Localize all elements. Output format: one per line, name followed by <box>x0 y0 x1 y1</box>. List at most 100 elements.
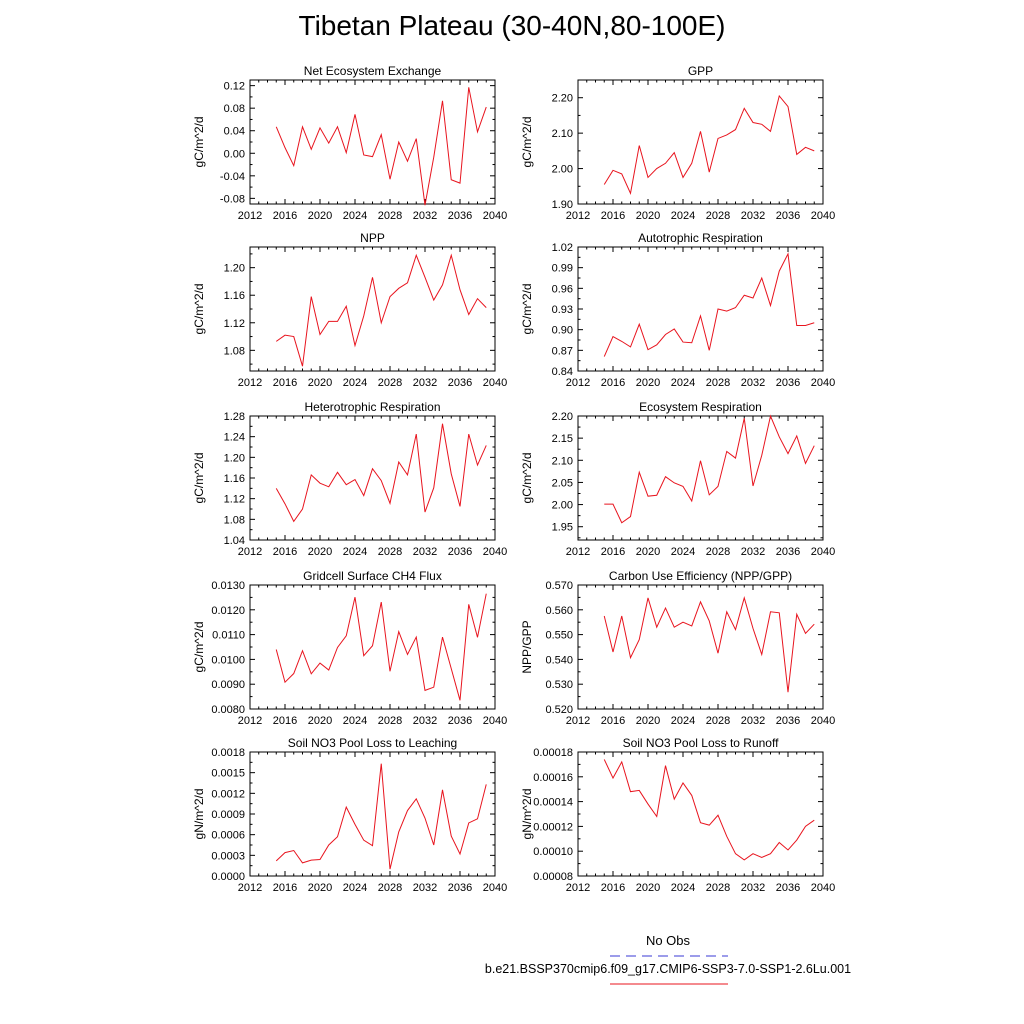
y-tick-label: 2.10 <box>552 455 573 467</box>
panel-title: NPP <box>360 231 385 245</box>
series-line <box>603 596 815 693</box>
x-tick-label: 2020 <box>636 377 660 389</box>
y-tick-label: -0.08 <box>220 193 245 205</box>
x-tick-label: 2012 <box>566 377 590 389</box>
y-tick-label: 0.00010 <box>533 846 573 858</box>
y-tick-label: 1.20 <box>224 452 245 464</box>
x-tick-label: 2028 <box>706 715 730 727</box>
x-tick-label: 2036 <box>776 546 800 558</box>
y-tick-label: 1.28 <box>224 411 245 423</box>
x-tick-label: 2024 <box>343 546 367 558</box>
y-tick-label: 0.540 <box>545 654 573 666</box>
y-tick-label: 0.0015 <box>211 768 245 780</box>
x-tick-label: 2024 <box>343 715 367 727</box>
y-tick-label: 0.87 <box>552 345 573 357</box>
x-tick-label: 2032 <box>413 377 437 389</box>
y-tick-label: 2.05 <box>552 477 573 489</box>
x-tick-label: 2040 <box>811 882 835 894</box>
series-line <box>603 252 815 357</box>
y-tick-label: 0.0009 <box>211 809 245 821</box>
x-tick-label: 2032 <box>741 377 765 389</box>
y-tick-label: 1.95 <box>552 522 573 534</box>
panel-title: Gridcell Surface CH4 Flux <box>303 569 442 583</box>
panel-title: Net Ecosystem Exchange <box>304 64 442 78</box>
plot-frame <box>249 751 496 877</box>
y-tick-label: 2.00 <box>552 164 573 176</box>
y-tick-label: 0.0006 <box>211 830 245 842</box>
x-tick-label: 2028 <box>378 546 402 558</box>
x-tick-label: 2032 <box>741 882 765 894</box>
x-tick-label: 2036 <box>776 882 800 894</box>
x-tick-label: 2016 <box>601 210 625 222</box>
x-tick-label: 2036 <box>448 377 472 389</box>
series-line <box>603 94 815 196</box>
plot-frame <box>577 246 824 372</box>
panel-title: Soil NO3 Pool Loss to Runoff <box>623 736 780 750</box>
y-tick-label: 0.550 <box>545 630 573 642</box>
x-tick-label: 2028 <box>706 377 730 389</box>
x-tick-label: 2040 <box>483 210 507 222</box>
y-tick-label: 0.93 <box>552 304 573 316</box>
y-tick-label: 1.04 <box>224 535 245 547</box>
y-tick-label: 0.00016 <box>533 772 573 784</box>
y-axis-label: gN/m^2/d <box>192 789 206 840</box>
y-tick-label: 0.00018 <box>533 747 573 759</box>
y-tick-label: 1.20 <box>224 263 245 275</box>
y-tick-label: 1.08 <box>224 345 245 357</box>
panel-6: Ecosystem Respiration gC/m^2/d 2012 2016 202… <box>520 400 835 558</box>
y-axis-label: NPP/GPP <box>520 620 534 673</box>
y-tick-label: 0.0080 <box>211 704 245 716</box>
plot-frame <box>577 415 824 541</box>
plot-frame <box>577 751 824 877</box>
y-tick-label: 0.530 <box>545 679 573 691</box>
series-line <box>275 87 487 206</box>
x-tick-label: 2016 <box>273 546 297 558</box>
y-axis-label: gC/m^2/d <box>192 284 206 335</box>
plot-frame <box>249 246 496 372</box>
panel-title: Heterotrophic Respiration <box>304 400 440 414</box>
y-axis-label: gC/m^2/d <box>192 117 206 168</box>
x-tick-label: 2032 <box>413 546 437 558</box>
y-tick-label: 1.90 <box>552 199 573 211</box>
y-axis-label: gC/m^2/d <box>520 284 534 335</box>
x-tick-label: 2028 <box>378 210 402 222</box>
plot-frame <box>249 79 496 205</box>
y-tick-label: 0.00008 <box>533 871 573 883</box>
plot-frame <box>249 584 496 710</box>
y-tick-label: 2.15 <box>552 433 573 445</box>
x-tick-label: 2032 <box>741 210 765 222</box>
panel-title: Ecosystem Respiration <box>639 400 762 414</box>
x-tick-label: 2016 <box>273 882 297 894</box>
x-tick-label: 2028 <box>378 715 402 727</box>
x-tick-label: 2012 <box>566 210 590 222</box>
x-tick-label: 2024 <box>671 882 695 894</box>
y-tick-label: 0.84 <box>552 366 573 378</box>
y-tick-label: 0.00 <box>224 148 245 160</box>
y-tick-label: 2.10 <box>552 128 573 140</box>
x-tick-label: 2028 <box>706 882 730 894</box>
x-tick-label: 2040 <box>483 377 507 389</box>
series-line <box>275 423 487 523</box>
x-tick-label: 2012 <box>238 882 262 894</box>
x-tick-label: 2036 <box>448 546 472 558</box>
x-tick-label: 2040 <box>811 377 835 389</box>
panel-4: Autotrophic Respiration gC/m^2/d 2012 2016 2… <box>520 231 835 389</box>
x-tick-label: 2024 <box>343 377 367 389</box>
x-tick-label: 2012 <box>566 715 590 727</box>
y-tick-label: 0.00012 <box>533 821 573 833</box>
x-tick-label: 2020 <box>308 210 332 222</box>
x-tick-label: 2028 <box>706 546 730 558</box>
x-tick-label: 2016 <box>273 210 297 222</box>
y-tick-label: 1.16 <box>224 473 245 485</box>
x-tick-label: 2040 <box>483 715 507 727</box>
x-tick-label: 2020 <box>636 546 660 558</box>
y-tick-label: 0.96 <box>552 283 573 295</box>
y-tick-label: 1.16 <box>224 290 245 302</box>
series-line <box>604 414 815 524</box>
y-tick-label: 2.20 <box>552 93 573 105</box>
y-tick-label: 0.0090 <box>211 679 245 691</box>
x-tick-label: 2012 <box>566 546 590 558</box>
panel-2: GPP gC/m^2/d 2012 2016 2020 2024 2028 2032 2036 2… <box>520 64 835 222</box>
series-line <box>275 763 487 870</box>
